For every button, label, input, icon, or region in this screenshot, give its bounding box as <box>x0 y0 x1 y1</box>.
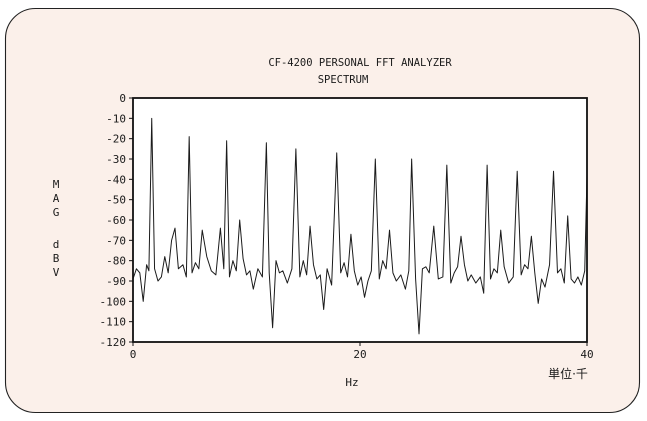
x-tick-label: 0 <box>130 348 137 361</box>
y-axis-label-unit: dBV <box>50 238 63 280</box>
plot-area <box>132 97 588 343</box>
y-tick-label: -20 <box>106 133 126 146</box>
y-axis-ticks: 0 -10 -20 -30 -40 -50 -60 -70 -80 -90 -100 -110 -120 <box>100 92 133 349</box>
y-tick-label: -30 <box>106 153 126 166</box>
y-tick-label: -120 <box>100 336 127 349</box>
spectrum-trace <box>132 117 588 335</box>
chart-subtitle: SPECTRUM <box>318 74 369 86</box>
y-tick-label: -40 <box>106 173 126 186</box>
y-axis-label-magnitude: MAG <box>50 178 63 220</box>
y-tick-label: -60 <box>106 214 126 227</box>
y-tick-label: 0 <box>119 92 126 105</box>
x-axis-ticks: 0 20 40 <box>130 342 594 361</box>
y-tick-label: -10 <box>106 112 126 125</box>
y-tick-label: -110 <box>100 316 127 329</box>
x-axis-unit-note: 単位·千 <box>548 366 588 381</box>
x-axis-label: Hz <box>345 376 358 389</box>
chart-title: CF-4200 PERSONAL FFT ANALYZER <box>268 57 452 69</box>
y-tick-label: -100 <box>100 295 127 308</box>
y-tick-label: -90 <box>106 275 126 288</box>
y-tick-label: -70 <box>106 234 126 247</box>
plot-background <box>133 98 587 342</box>
x-tick-label: 40 <box>580 348 593 361</box>
x-tick-label: 20 <box>353 348 366 361</box>
y-tick-label: -50 <box>106 194 126 207</box>
y-tick-label: -80 <box>106 255 126 268</box>
